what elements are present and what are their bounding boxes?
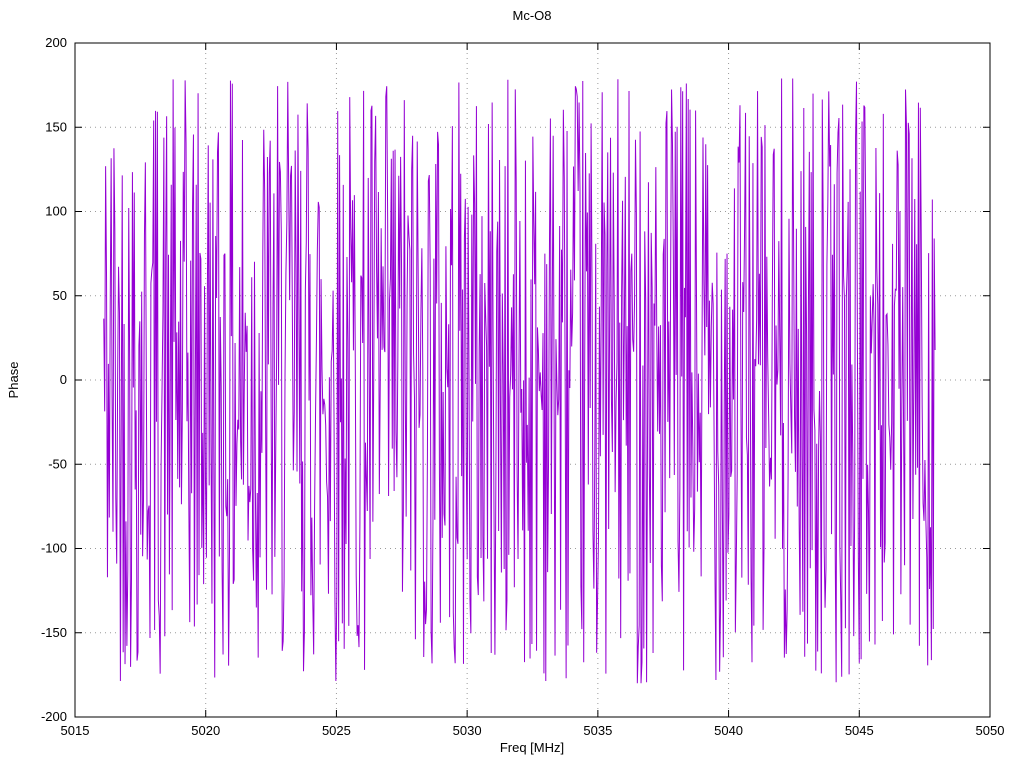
x-axis-label: Freq [MHz]	[500, 740, 564, 755]
tick-label-layer: 5015 5020 5025 5030 5035 5040 5045 5050 -200 -150…	[41, 35, 1004, 738]
x-tick-label: 5025	[322, 723, 351, 738]
x-tick-label: 5050	[976, 723, 1005, 738]
data-series-line	[103, 78, 936, 684]
y-tick-label: 150	[45, 119, 67, 134]
y-axis-label: Phase	[6, 362, 21, 399]
y-tick-label: 50	[53, 288, 67, 303]
y-tick-label: 100	[45, 204, 67, 219]
x-tick-label: 5020	[191, 723, 220, 738]
y-tick-label: -150	[41, 625, 67, 640]
x-tick-label: 5030	[453, 723, 482, 738]
y-tick-label: -200	[41, 709, 67, 724]
y-tick-label: 200	[45, 35, 67, 50]
frame-layer	[74, 42, 991, 718]
x-tick-label: 5035	[583, 723, 612, 738]
x-tick-label: 5040	[714, 723, 743, 738]
x-tick-label: 5045	[845, 723, 874, 738]
data-series-layer	[103, 78, 936, 684]
y-tick-label: -50	[48, 456, 67, 471]
x-tick-label: 5015	[61, 723, 90, 738]
y-tick-label: 0	[60, 372, 67, 387]
y-tick-label: -100	[41, 541, 67, 556]
chart-title: Mc-O8	[513, 8, 552, 23]
